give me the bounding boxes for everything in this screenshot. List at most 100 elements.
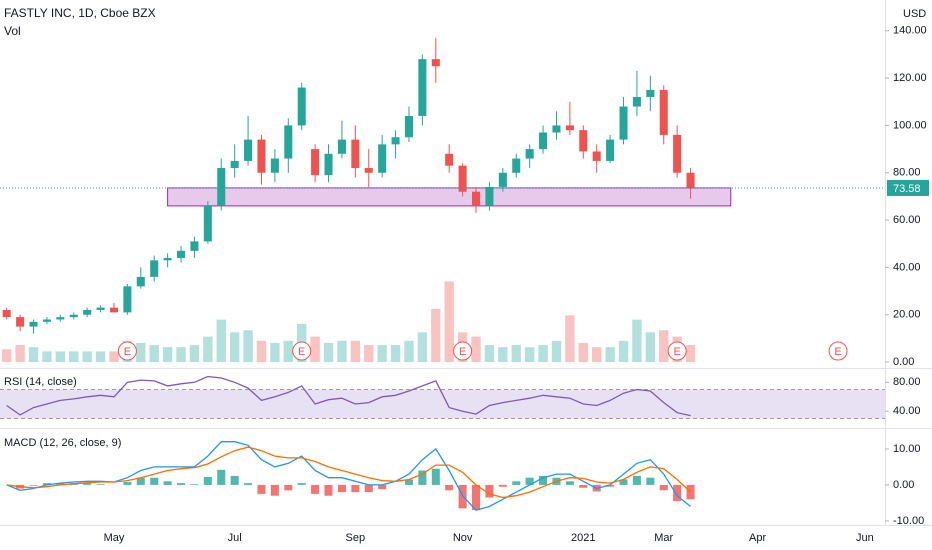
macd-histogram-bar [284,484,293,491]
earnings-marker [453,341,473,361]
candle-body [297,87,306,126]
y-tick-label: 0.00 [893,356,914,368]
macd-histogram-bar [83,483,92,485]
candle-body [404,115,413,138]
volume-bar [565,315,575,362]
x-tick-label: Nov [453,532,473,544]
volume-bar [256,340,267,362]
macd-histogram-bar [270,484,279,496]
macd-histogram-bar [42,483,51,485]
macd-histogram-bar [364,484,373,493]
macd-histogram-bar [297,483,306,485]
earnings-marker [117,341,137,361]
volume-bar [283,340,293,362]
support-zone [167,187,732,207]
macd-histogram-bar [230,475,239,485]
volume-bar [417,332,428,362]
candle-body [163,257,172,261]
earnings-label: E [459,346,466,358]
volume-bar [69,351,79,362]
volume-bar [592,347,602,362]
candle-body [418,59,427,116]
volume-bar [685,345,696,362]
volume-bar [109,351,119,362]
macd-line [6,446,692,499]
y-tick-label: 60.00 [893,214,921,226]
candle-body [42,319,51,322]
macd-histogram-bar [136,477,145,485]
macd-histogram-bar [324,484,333,496]
earnings-marker [828,341,848,361]
volume-bar [42,351,52,362]
earnings-marker [667,341,687,361]
volume-bar [632,319,642,362]
candle-body [230,160,239,169]
macd-histogram-bar [311,484,320,494]
y-tick-label: -10.00 [893,515,924,527]
volume-bar [82,351,92,362]
candle-body [632,97,641,107]
candle-body [592,151,601,161]
candle-body [123,286,132,313]
y-tick-label: 140.00 [893,25,927,37]
candle-body [619,106,628,140]
y-tick-label: 10.00 [893,443,921,455]
macd-histogram-bar [525,477,534,485]
rsi-title: RSI (14, close) [4,376,77,388]
volume-bar [323,342,334,362]
candle-body [378,144,387,173]
candle-body [69,314,78,318]
earnings-label: E [124,346,131,358]
candle-body [579,130,588,152]
candle-body [284,125,293,159]
volume-bar [444,281,454,362]
candle-body [646,89,655,98]
volume-bar [2,349,12,362]
candle-body [485,186,494,206]
macd-histogram-bar [619,479,628,485]
macd-histogram-bar [257,484,266,494]
macd-histogram-bar [673,484,682,502]
rsi-line [6,375,691,417]
y-tick-label: 80.00 [893,167,921,179]
candle-body [525,149,534,159]
macd-histogram-bar [579,484,588,488]
candle-body [686,172,695,188]
candle-body [458,165,467,192]
macd-histogram-bar [123,482,132,485]
volume-bar [243,330,253,362]
currency-label: USD [903,8,926,20]
candle-body [257,139,266,173]
volume-bar [538,345,548,362]
volume-bar [484,345,495,362]
volume-bar [471,336,481,362]
macd-histogram-bar [485,484,494,498]
y-tick-label: 80.00 [893,376,921,388]
candle-body [431,59,440,67]
candle-body [364,168,373,173]
volume-label: Vol [4,24,21,38]
macd-histogram-bar [565,481,574,485]
x-tick-label: Jul [228,532,242,544]
y-tick-label: 20.00 [893,309,921,321]
candle-body [498,172,507,187]
volume-bar [310,336,320,362]
volume-bar [28,347,39,362]
macd-histogram-bar [539,475,548,485]
macd-histogram-bar [445,484,454,491]
macd-histogram-bar [606,484,615,487]
candle-body [56,317,65,320]
macd-histogram-bar [512,481,521,485]
macd-histogram-bar [472,484,481,511]
earnings-label: E [834,346,841,358]
candle-body [150,260,159,277]
volume-bar [270,342,280,362]
x-tick-label: Jun [856,532,874,544]
x-tick-label: Sep [346,532,366,544]
candle-body [217,168,226,206]
candle-body [136,276,145,287]
volume-bar [551,340,562,362]
y-tick-label: 120.00 [893,72,927,84]
macd-title: MACD (12, 26, close, 9) [4,437,121,449]
